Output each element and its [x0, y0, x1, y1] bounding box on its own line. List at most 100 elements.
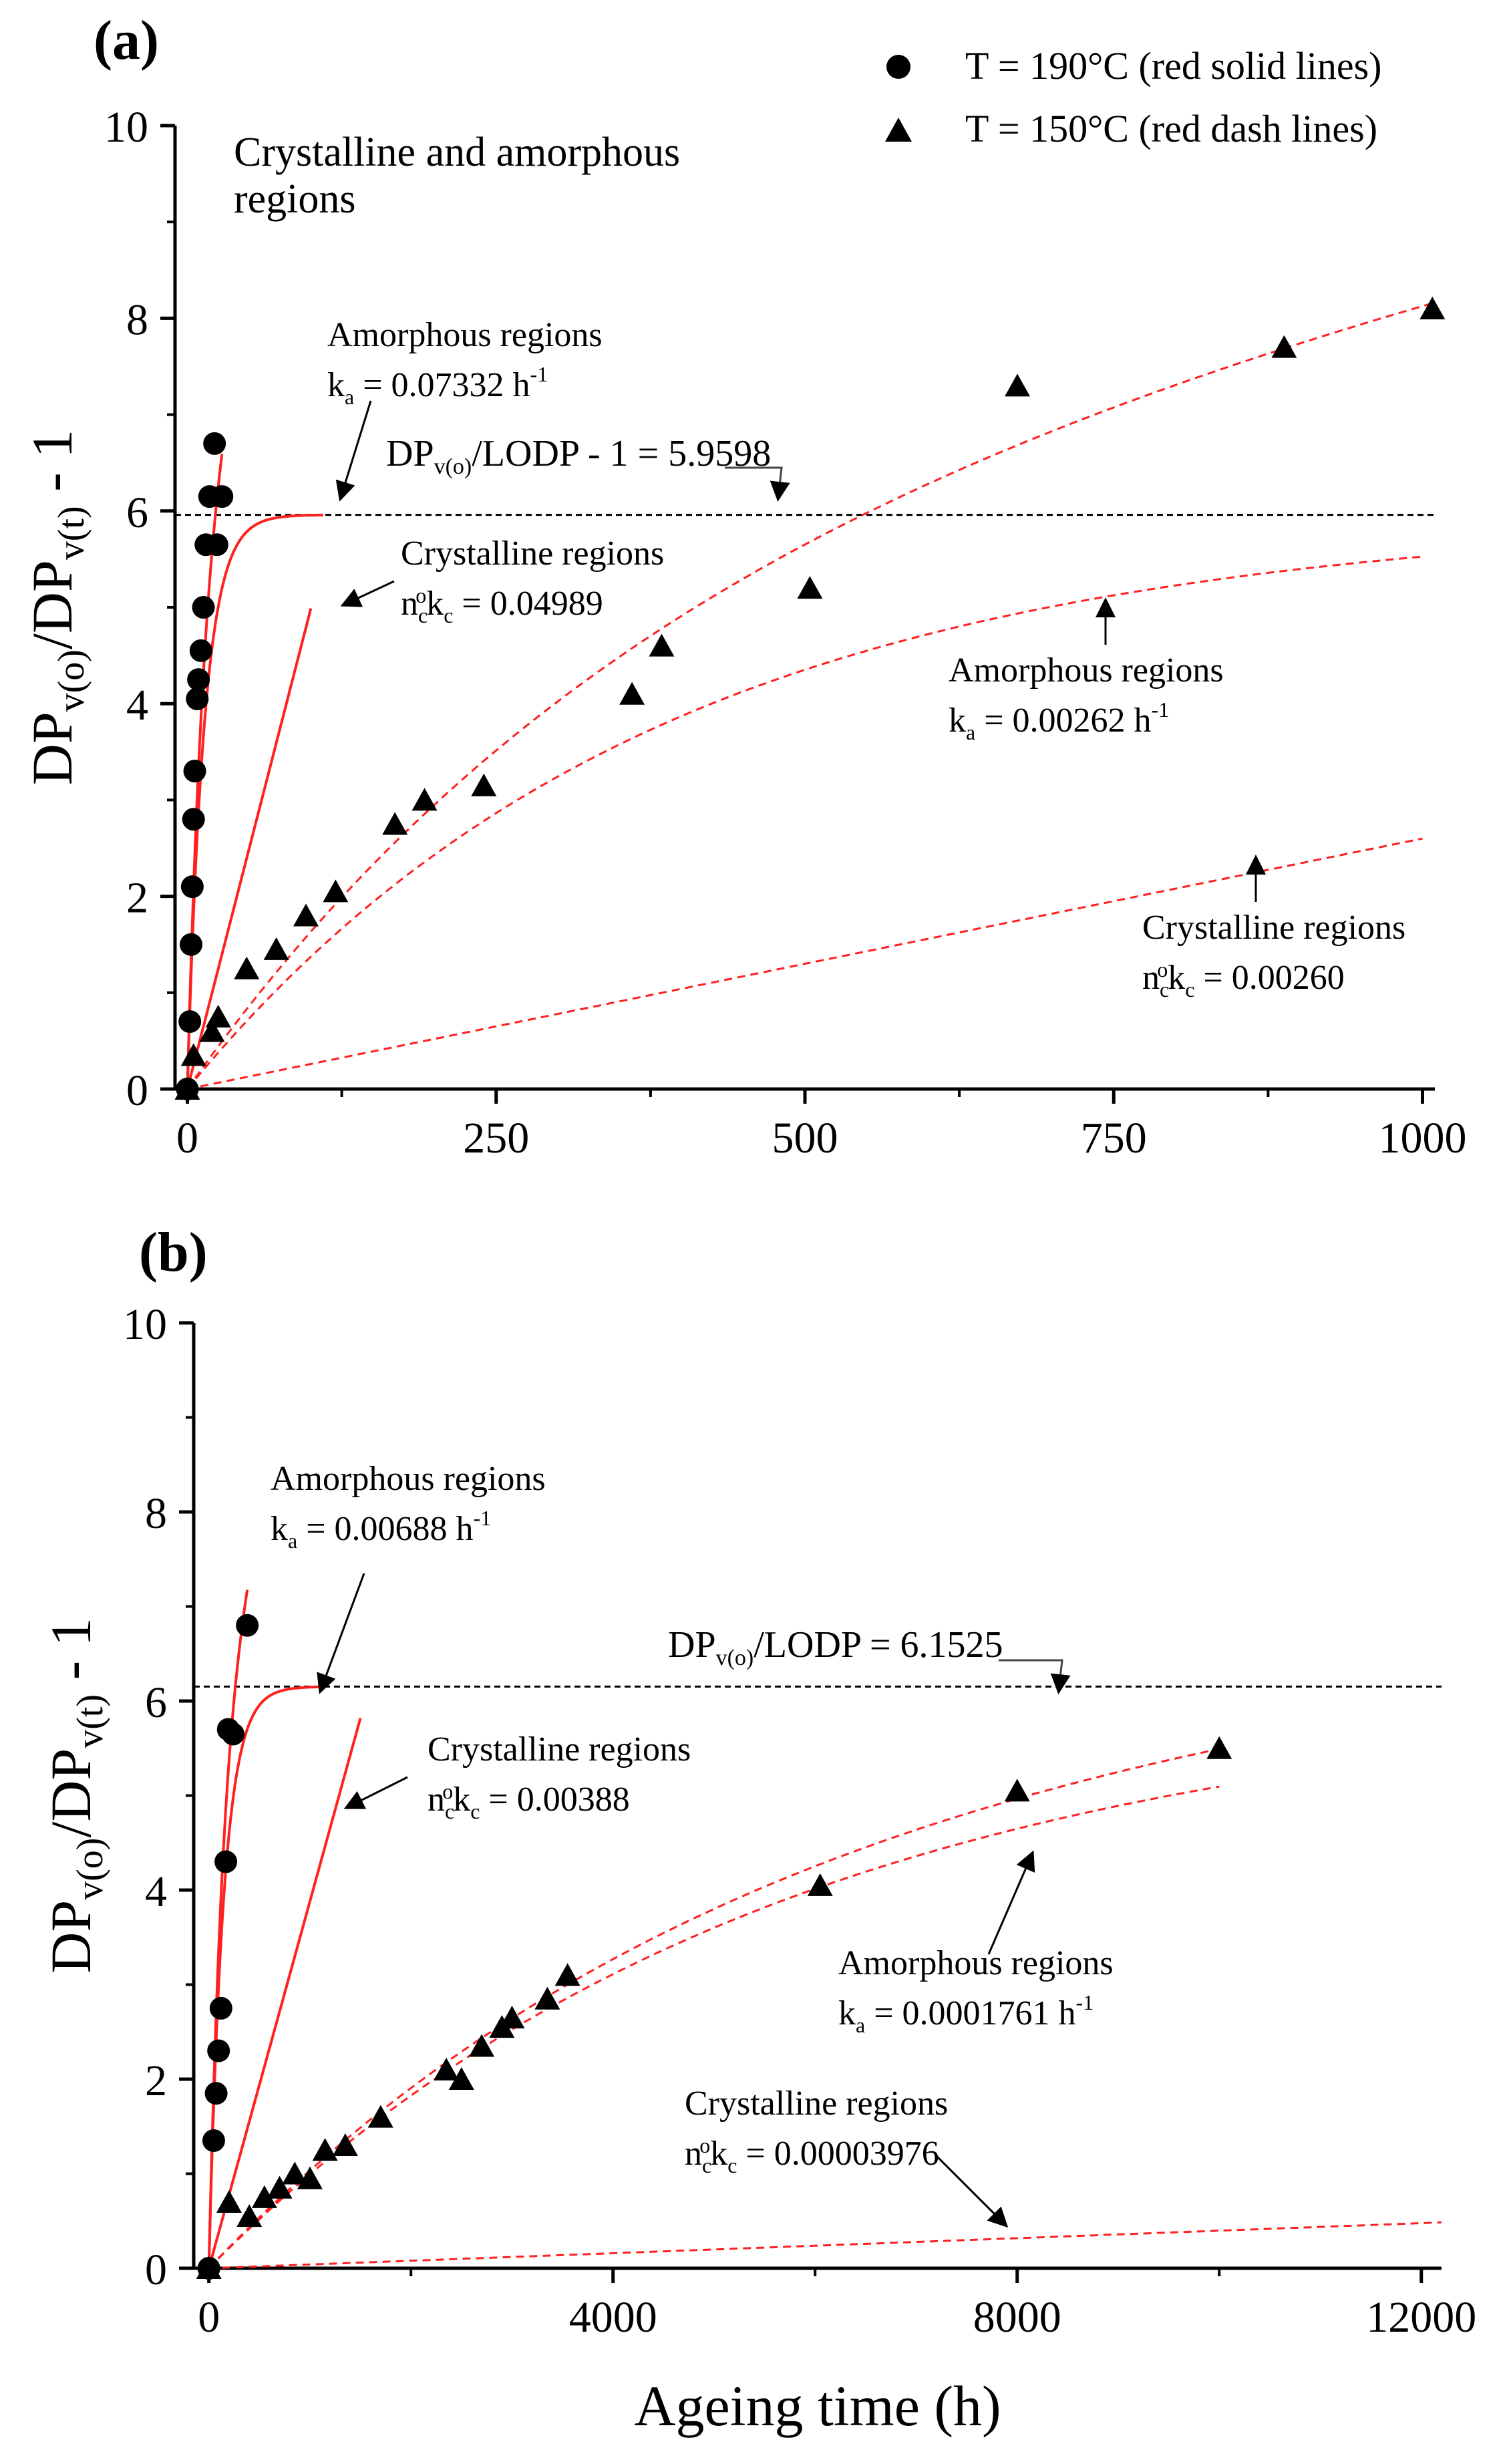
fit-curve-150-amorphous [208, 1785, 1220, 2270]
chart-title: Crystalline and amorphous regions [234, 130, 680, 222]
x-tick-label: 4000 [569, 2293, 657, 2342]
data-point-150C [649, 633, 675, 657]
data-point-150C [180, 1043, 206, 1066]
y-tick-label: 8 [145, 1489, 167, 1538]
y-tick-label: 0 [126, 1066, 148, 1115]
data-point-150C [1206, 1736, 1232, 1759]
x-tick-label: 0 [176, 1114, 198, 1163]
chart-panel-b: 0 2 4 6 8 10 0 4000 8000 12000 DPv(o)/DPv(t) - 1 Ag… [39, 1221, 1476, 2438]
data-point-190C [221, 1722, 244, 1746]
data-point-190C [205, 533, 228, 557]
data-point-150C [323, 879, 349, 903]
data-point-150C [297, 2166, 323, 2189]
lodp-reference-label: DPv(o)/LODP - 1 = 5.9598 [386, 433, 771, 479]
data-point-190C [203, 432, 226, 455]
annotation-rate: ka = 0.07332 h-1 [327, 362, 548, 409]
data-point-150C [293, 903, 319, 927]
y-tick-label: 4 [145, 1867, 167, 1916]
fit-curve-190-amorphous [186, 513, 323, 1090]
data-point-150C [534, 1986, 560, 2010]
fit-curve-190-crystalline [207, 1717, 362, 2269]
x-tick-label: 12000 [1366, 2293, 1476, 2342]
y-axis-label: DPv(o)/DPv(t) - 1 [20, 430, 92, 786]
annotation-title: Crystalline regions [1142, 909, 1405, 947]
lodp-pointer-arrow [725, 466, 790, 502]
x-tick-label: 0 [198, 2293, 220, 2342]
y-tick-label: 8 [126, 295, 148, 344]
data-point-150C [196, 2256, 222, 2279]
data-point-150C [619, 681, 645, 705]
chart-panel-a: 0 2 4 6 8 10 0 250 500 750 1000 DPv(o)/DPv(t) - 1 (a… [20, 9, 1467, 1163]
annotation-title: Amorphous regions [838, 1944, 1114, 1982]
y-tick-label: 6 [126, 488, 148, 537]
data-point-150C [1271, 335, 1297, 358]
data-point-150C [471, 773, 497, 796]
data-point-190C [236, 1613, 259, 1637]
data-point-150C [234, 956, 260, 979]
fit-curve-150-total [186, 302, 1433, 1090]
data-point-150C [216, 2189, 242, 2213]
fit-curve-190-total [207, 1589, 249, 2269]
data-point-190C [204, 2082, 228, 2105]
data-point-190C [182, 808, 205, 831]
data-point-150C [797, 576, 823, 599]
y-tick-label: 10 [123, 1300, 167, 1349]
y-axis-label: DPv(o)/DPv(t) - 1 [39, 1618, 111, 1974]
x-tick-label: 1000 [1379, 1114, 1467, 1163]
data-point-190C [178, 1010, 202, 1034]
x-tick-label: 500 [772, 1114, 838, 1163]
data-point-150C [434, 2057, 460, 2081]
annotation-arrow [317, 1573, 365, 1694]
data-point-150C [367, 2105, 393, 2128]
data-point-150C [382, 812, 408, 835]
annotation-title: Crystalline regions [401, 534, 664, 573]
y-tick-label: 4 [126, 681, 148, 730]
data-point-150C [499, 2006, 525, 2029]
fit-curve-150-crystalline [187, 837, 1423, 1090]
data-point-150C [807, 1873, 833, 1896]
panel-label: (b) [139, 1221, 208, 1283]
annotation-rate: ka = 0.0001761 h-1 [838, 1990, 1094, 2037]
annotation-title: Amorphous regions [327, 316, 603, 354]
y-tick-label: 2 [145, 2056, 167, 2105]
data-point-150C [267, 2175, 293, 2199]
annotation-rate: ka = 0.00262 h-1 [949, 698, 1169, 744]
fit-curve-150-amorphous [186, 555, 1423, 1090]
data-point-150C [251, 2185, 277, 2208]
annotation-rate: ncokc = 0.00260 [1142, 957, 1345, 1002]
data-point-190C [214, 1850, 238, 1873]
data-point-190C [192, 596, 215, 619]
y-tick-label: 2 [126, 874, 148, 923]
y-tick-label: 0 [145, 2246, 167, 2294]
y-tick-label: 10 [104, 103, 148, 152]
data-point-190C [187, 668, 210, 691]
y-tick-label: 6 [145, 1678, 167, 1727]
data-point-150C [332, 2133, 358, 2157]
data-point-150C [1419, 296, 1446, 319]
data-point-150C [236, 2204, 263, 2227]
data-point-190C [210, 485, 234, 508]
annotation-rate: ncokc = 0.00388 [428, 1779, 630, 1823]
fit-curve-150-crystalline [208, 2221, 1442, 2270]
annotation-title: Amorphous regions [949, 651, 1224, 689]
panel-label: (a) [94, 9, 159, 71]
x-tick-label: 8000 [973, 2293, 1061, 2342]
annotation-arrow [340, 580, 395, 607]
data-point-150C [263, 937, 289, 960]
annotation-arrow [343, 1776, 408, 1809]
legend-circle-marker [886, 55, 910, 79]
annotation-title: Amorphous regions [271, 1460, 546, 1498]
annotation-arrow [934, 2153, 1009, 2228]
annotation-rate: ka = 0.00688 h-1 [271, 1506, 491, 1553]
lodp-pointer-arrow [999, 1659, 1071, 1694]
annotation-rate: ncokc = 0.04989 [401, 583, 603, 627]
annotation-arrow [335, 400, 372, 502]
data-point-190C [180, 875, 204, 899]
data-point-150C [312, 2138, 338, 2161]
data-point-190C [207, 2039, 230, 2062]
data-point-150C [554, 1963, 580, 1986]
legend-entry: T = 150°C (red dash lines) [965, 107, 1377, 150]
data-point-190C [186, 687, 209, 710]
legend-triangle-marker [885, 118, 912, 142]
